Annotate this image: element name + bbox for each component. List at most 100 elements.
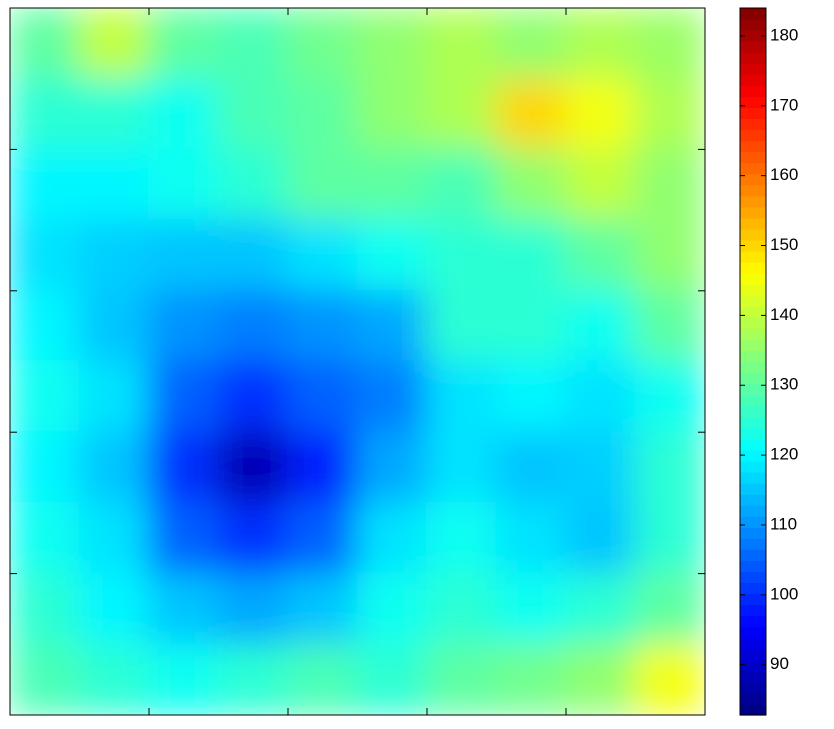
heat-cell <box>79 361 151 434</box>
colorbar-strip <box>740 130 766 142</box>
colorbar-strip <box>740 8 766 20</box>
colorbar-tick-label: 90 <box>770 654 789 673</box>
heat-cell <box>426 219 498 292</box>
heat-cell <box>496 431 568 504</box>
colorbar-strip <box>740 472 766 484</box>
colorbar-strip <box>740 152 766 164</box>
colorbar-strip <box>740 450 766 462</box>
colorbar-strip <box>740 251 766 263</box>
heat-cell <box>357 7 429 80</box>
heat-cell <box>426 361 498 434</box>
heat-cell <box>496 361 568 434</box>
heat-cell <box>635 219 707 292</box>
heat-cell <box>79 431 151 504</box>
heat-cell <box>148 361 220 434</box>
colorbar-tick-label: 180 <box>770 25 798 44</box>
colorbar-tick-label: 160 <box>770 165 798 184</box>
heat-cell <box>218 148 290 221</box>
colorbar-strip <box>740 638 766 650</box>
heat-cell <box>635 290 707 363</box>
colorbar-strip <box>740 328 766 340</box>
colorbar-tick-label: 100 <box>770 584 798 603</box>
heat-cell <box>148 219 220 292</box>
colorbar-strip <box>740 317 766 329</box>
colorbar-strip <box>740 627 766 639</box>
colorbar-strip <box>740 649 766 661</box>
heat-cell <box>9 219 81 292</box>
colorbar-strip <box>740 306 766 318</box>
colorbar-strip <box>740 41 766 53</box>
heat-cell <box>79 78 151 151</box>
heat-cell <box>565 643 637 716</box>
heat-cell <box>565 219 637 292</box>
colorbar-strip <box>740 549 766 561</box>
colorbar-strip <box>740 527 766 539</box>
colorbar-tick-label: 110 <box>770 514 797 533</box>
heat-cell <box>496 502 568 575</box>
heat-cell <box>148 78 220 151</box>
colorbar-strip <box>740 229 766 241</box>
colorbar-strip <box>740 207 766 219</box>
heat-cell <box>426 643 498 716</box>
colorbar-strip <box>740 693 766 705</box>
heat-cell <box>79 573 151 646</box>
colorbar-strip <box>740 560 766 572</box>
heat-cell <box>148 502 220 575</box>
heat-cell <box>218 573 290 646</box>
heat-cell <box>79 148 151 221</box>
heat-cell <box>218 219 290 292</box>
heat-cell <box>148 643 220 716</box>
heat-cell <box>287 643 359 716</box>
heat-cell <box>148 148 220 221</box>
heat-cell <box>218 502 290 575</box>
heat-cell <box>218 7 290 80</box>
heat-cell <box>635 78 707 151</box>
heat-cell <box>287 219 359 292</box>
heat-cell <box>565 148 637 221</box>
heat-cell <box>635 7 707 80</box>
heat-cell <box>9 643 81 716</box>
colorbar-strip <box>740 118 766 130</box>
colorbar-strip <box>740 395 766 407</box>
heat-cell <box>635 431 707 504</box>
heat-cell <box>426 431 498 504</box>
heat-cell <box>565 573 637 646</box>
heat-cell <box>9 7 81 80</box>
heat-cell <box>635 643 707 716</box>
heat-cell <box>635 573 707 646</box>
heat-cell <box>496 643 568 716</box>
colorbar-strip <box>740 362 766 374</box>
colorbar-strip <box>740 63 766 75</box>
colorbar-tick-label: 150 <box>770 235 798 254</box>
colorbar-strip <box>740 571 766 583</box>
heat-cell <box>79 502 151 575</box>
heat-cell <box>357 502 429 575</box>
heat-cell <box>287 7 359 80</box>
heat-cell <box>565 361 637 434</box>
colorbar-strip <box>740 262 766 274</box>
heat-cell <box>357 643 429 716</box>
heat-cell <box>357 431 429 504</box>
heat-cell <box>148 573 220 646</box>
colorbar-strip <box>740 605 766 617</box>
colorbar-strip <box>740 107 766 119</box>
heat-cell <box>426 573 498 646</box>
heat-cell <box>426 502 498 575</box>
heat-cell <box>565 431 637 504</box>
heat-cell <box>496 7 568 80</box>
heatmap <box>9 7 706 716</box>
heat-cell <box>79 643 151 716</box>
colorbar-strip <box>740 682 766 694</box>
colorbar-tick-label: 120 <box>770 445 798 464</box>
colorbar-strip <box>740 19 766 31</box>
heat-cell <box>426 78 498 151</box>
heat-cell <box>287 78 359 151</box>
heat-cell <box>287 290 359 363</box>
heat-cell <box>287 502 359 575</box>
heat-cell <box>9 573 81 646</box>
colorbar-strip <box>740 461 766 473</box>
colorbar-strip <box>740 295 766 307</box>
heat-cell <box>79 7 151 80</box>
heat-cell <box>148 290 220 363</box>
heat-cell <box>357 361 429 434</box>
